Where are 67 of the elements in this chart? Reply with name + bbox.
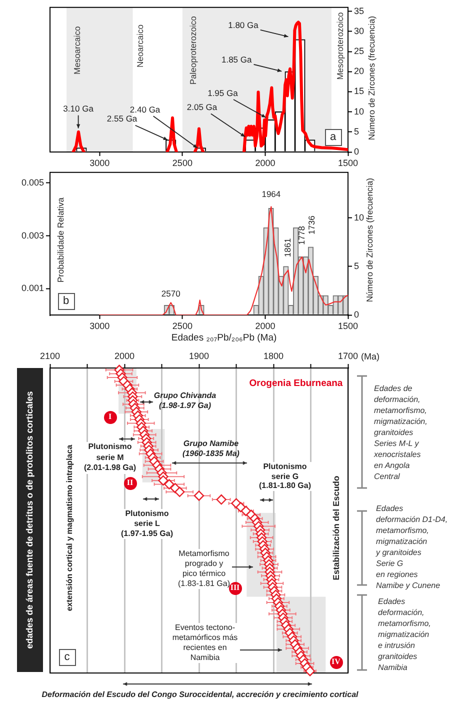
annotation: Metamorfismo progrado y pico térmico (1.83-1.81 Ga) bbox=[178, 549, 230, 589]
annotation: 3.10 Ga bbox=[63, 104, 94, 114]
annotation: Grupo Chivanda (1.98-1.97 Ga) bbox=[154, 391, 216, 411]
x-axis-title: Edades ₂₀₇Pb/₂₀₆Pb (Ma) bbox=[171, 332, 277, 344]
annotation: 1964 bbox=[262, 189, 281, 200]
annotation: a bbox=[324, 128, 342, 146]
x-tick-label: 2000 bbox=[255, 158, 276, 168]
x-axis-title: (Ma) bbox=[361, 351, 380, 362]
annotation: III bbox=[230, 583, 240, 592]
x-tick-label: 2000 bbox=[255, 320, 276, 331]
annotation: Estabilización del Escudo bbox=[330, 476, 341, 580]
annotation: 2.40 Ga bbox=[130, 104, 160, 114]
annotation: 1861 bbox=[282, 238, 293, 258]
annotation: II bbox=[126, 478, 134, 487]
x-tick-label: 2500 bbox=[172, 320, 192, 331]
annotation: 1.95 Ga bbox=[208, 88, 238, 98]
text: Edades deformación, metamorfismo, migmatización e intrusión granitoides Namibia bbox=[378, 596, 431, 673]
annotation: 1.85 Ga bbox=[221, 54, 252, 65]
x-tick-label: 1500 bbox=[338, 320, 358, 331]
annotation: I bbox=[108, 412, 112, 421]
annotation: IV bbox=[332, 657, 340, 666]
text: Edades deformación D1-D4, metamorfismo, migmatización y granitoides Serie G en regiones Namibe y Cunene bbox=[376, 503, 448, 591]
x-tick-label: 3000 bbox=[90, 158, 110, 168]
y-tick-label: 0.003 bbox=[21, 230, 44, 240]
x-tick-label: 1500 bbox=[338, 158, 358, 168]
y-tick-label: 0.005 bbox=[21, 177, 44, 188]
x-tick-label: 2500 bbox=[172, 158, 192, 168]
y-axis-title: Probabilidade Relativa bbox=[55, 197, 66, 283]
x-tick-label: 1700 bbox=[338, 351, 358, 362]
y-axis-title: Número de Zircones (frecuencia) bbox=[366, 16, 376, 140]
annotation: 2.05 Ga bbox=[186, 102, 218, 112]
x-tick-label: 1900 bbox=[188, 351, 210, 362]
annotation: Orogenia Eburneana bbox=[249, 378, 343, 390]
annotation: Neoarcaico bbox=[134, 24, 145, 68]
annotation: Plutonismo serie M (2.01-1.98 Ga) bbox=[84, 442, 136, 474]
y-tick-label: 20 bbox=[354, 66, 364, 76]
annotation: 1778 bbox=[296, 226, 306, 245]
y-tick-label: 30 bbox=[354, 26, 364, 36]
y-tick-label: 15 bbox=[354, 86, 364, 96]
annotation: c bbox=[58, 648, 76, 666]
annotation: Mesoproterozoico bbox=[334, 12, 345, 80]
x-tick-label: 1800 bbox=[263, 351, 284, 362]
x-tick-label: 2000 bbox=[114, 351, 135, 362]
annotation: 2570 bbox=[161, 288, 181, 298]
annotation: 1736 bbox=[306, 215, 316, 235]
y2-axis-title: Número de Zircones (frecuencia) bbox=[364, 178, 374, 302]
annotation: extensión cortical y magmatismo intraplaca bbox=[65, 444, 74, 612]
annotation: b bbox=[58, 292, 74, 310]
annotation: 2.55 Ga bbox=[106, 114, 138, 124]
x-tick-label: 3000 bbox=[90, 320, 110, 331]
annotation: Grupo Namibe (1960-1835 Ma) bbox=[182, 439, 240, 459]
y-tick-label: 0 bbox=[354, 146, 360, 156]
y-axis-title: edades de áreas fuente de detritus o de protolitos corticales bbox=[24, 391, 34, 649]
annotation: Eventos tectono-metamórficos más recientes en Namibia bbox=[172, 623, 238, 663]
annotation: Plutonismo serie G (1.81-1.80 Ga) bbox=[258, 462, 312, 490]
y-tick-label: 10 bbox=[354, 106, 364, 116]
x-tick-label: 2100 bbox=[40, 351, 60, 362]
y-tick-label: 5 bbox=[354, 126, 360, 136]
y-tick-label: 0.001 bbox=[21, 283, 44, 294]
y-tick-label: 25 bbox=[354, 46, 364, 56]
y-tick-label: 35 bbox=[354, 6, 364, 16]
text: Edades de deformación, metamorfismo, migmatización, granitoides Series M-L y xenocristales en Angola Central bbox=[374, 384, 428, 481]
band-label: Mesoarcaico bbox=[72, 26, 82, 74]
annotation: Plutonismo serie L (1.97-1.95 Ga) bbox=[120, 509, 174, 539]
annotation: 1.80 Ga bbox=[228, 20, 259, 30]
text: Deformación del Escudo del Congo Suroccidental, accreción y crecimiento cortical bbox=[42, 689, 358, 700]
band-label: Paleoproterozoico bbox=[188, 16, 198, 85]
